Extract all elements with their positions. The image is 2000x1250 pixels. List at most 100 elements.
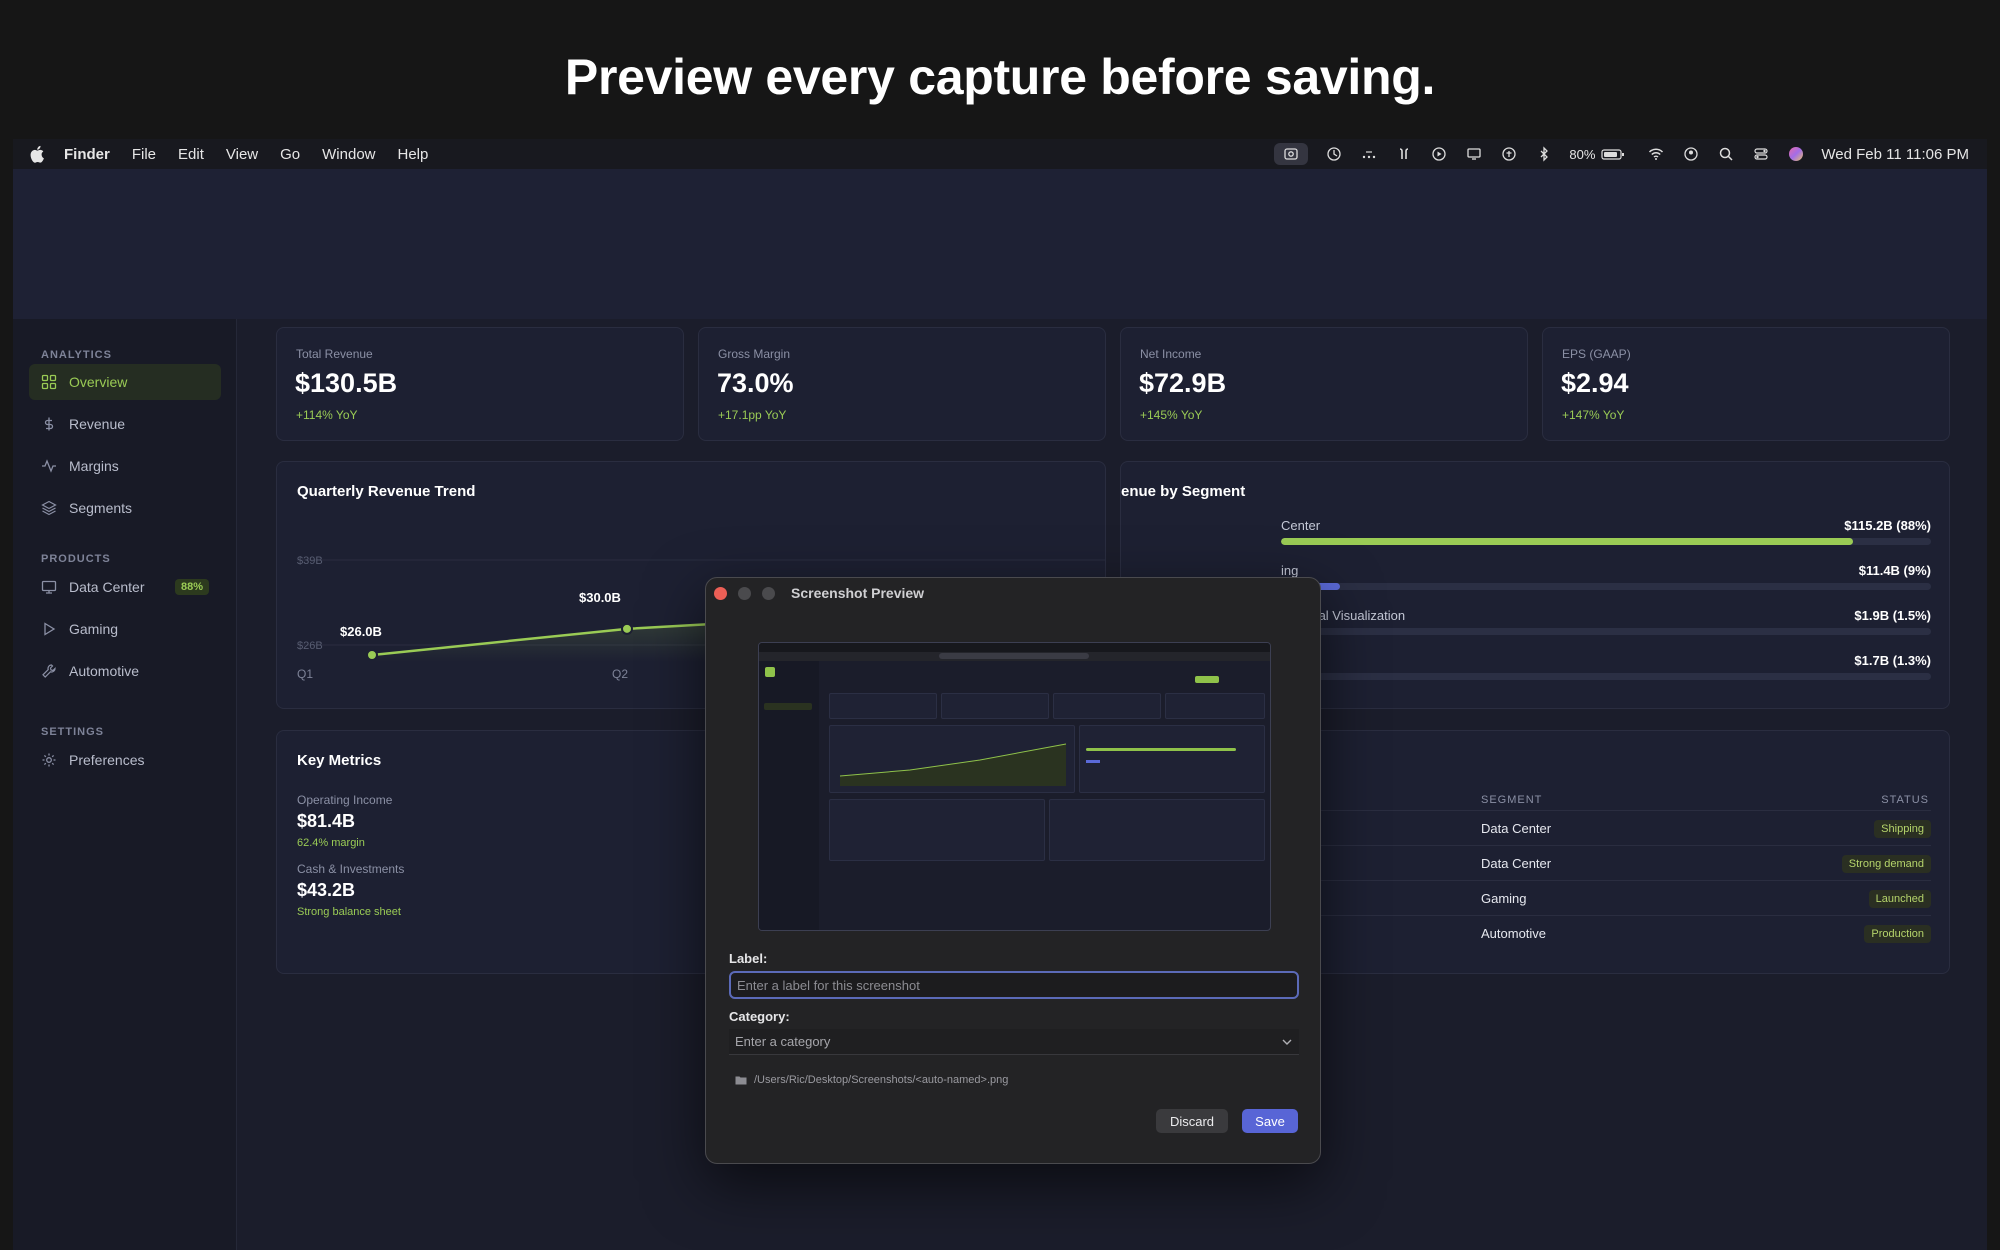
kpi-card-eps: EPS (GAAP) $2.94 +147% YoY (1542, 327, 1950, 441)
segment-name: Center (1281, 518, 1321, 533)
sidebar-item-gaming[interactable]: Gaming (29, 611, 221, 647)
spotlight-icon[interactable] (1717, 145, 1735, 163)
usage-badge: 88% (174, 579, 209, 595)
status-badge: Production (1864, 925, 1931, 943)
control-center-icon[interactable] (1752, 145, 1770, 163)
kpi-label: Net Income (1140, 347, 1202, 361)
layers-icon (41, 500, 57, 516)
sidebar-item-margins[interactable]: Margins (29, 448, 221, 484)
wifi-icon[interactable] (1647, 145, 1665, 163)
table-row[interactable]: Data Center Shipping (1281, 810, 1931, 845)
zoom-window-button[interactable] (762, 587, 775, 600)
menu-app-name[interactable]: Finder (64, 145, 110, 163)
play-icon[interactable] (1430, 145, 1448, 163)
wrench-icon (41, 663, 57, 679)
screenshot-thumbnail (758, 642, 1271, 931)
trend-point[interactable] (621, 622, 633, 635)
segment-row: ing $11.4B (9%) (1281, 563, 1931, 603)
screenshot-icon[interactable] (1274, 143, 1309, 165)
sidebar-item-preferences[interactable]: Preferences (29, 742, 221, 778)
table-cell-segment: Data Center (1481, 856, 1552, 871)
sidebar-item-revenue[interactable]: Revenue (29, 406, 221, 442)
status-badge: Strong demand (1841, 855, 1931, 873)
table-row[interactable]: Data Center Strong demand (1281, 845, 1931, 880)
table-cell-segment: Gaming (1481, 891, 1527, 906)
close-window-button[interactable] (714, 587, 727, 600)
gear-icon (41, 752, 57, 768)
desktop-screen: Finder File Edit View Go Window Help 80%… (13, 139, 1987, 1250)
kpi-card-total-revenue: Total Revenue $130.5B +114% YoY (276, 327, 684, 441)
category-placeholder: Enter a category (735, 1034, 831, 1049)
thumbnail-kpi (941, 693, 1049, 719)
battery-percent: 80% (1569, 146, 1596, 162)
sidebar-item-overview[interactable]: Overview (29, 364, 221, 400)
menu-window[interactable]: Window (322, 145, 376, 163)
user-icon[interactable] (1682, 145, 1700, 163)
folder-icon (735, 1076, 747, 1085)
metric-operating-income: Operating Income $81.4B 62.4% margin (297, 793, 392, 849)
activity-icon (41, 458, 57, 474)
menu-help[interactable]: Help (397, 145, 429, 163)
sidebar-item-label: Overview (69, 374, 128, 390)
minimize-window-button[interactable] (738, 587, 751, 600)
airpods-icon[interactable] (1395, 145, 1413, 163)
sidebar-item-data-center[interactable]: Data Center 88% (29, 569, 221, 605)
metric-value: $43.2B (297, 880, 356, 900)
bluetooth-icon[interactable] (1535, 145, 1553, 163)
status-badge: Launched (1868, 890, 1931, 908)
segment-value: $1.9B (1.5%) (1854, 608, 1931, 623)
apple-logo-icon[interactable] (30, 145, 46, 163)
save-button[interactable]: Save (1242, 1109, 1298, 1133)
screenshot-preview-dialog: Screenshot Preview Label: (705, 577, 1321, 1164)
column-header-status: STATUS (1881, 794, 1929, 806)
menu-view[interactable]: View (225, 145, 259, 163)
time-machine-icon[interactable] (1325, 145, 1343, 163)
x-tick-label: Q1 (297, 667, 313, 681)
thumbnail-urlbar (939, 653, 1089, 659)
grid-icon (41, 374, 57, 390)
save-path-text: /Users/Ric/Desktop/Screenshots/<auto-nam… (754, 1074, 1009, 1086)
label-input[interactable] (729, 971, 1299, 999)
metric-label: Operating Income (297, 793, 393, 807)
sidebar-section-products: PRODUCTS (41, 553, 111, 565)
menu-file[interactable]: File (131, 145, 157, 163)
metric-note: Strong balance sheet (297, 906, 401, 918)
kpi-card-gross-margin: Gross Margin 73.0% +17.1pp YoY (698, 327, 1106, 441)
kpi-value: $2.94 (1561, 368, 1629, 398)
discard-button[interactable]: Discard (1156, 1109, 1228, 1133)
menubar-clock[interactable]: Wed Feb 11 11:06 PM (1821, 145, 1969, 163)
segment-value: $115.2B (88%) (1844, 518, 1931, 533)
metric-label: Cash & Investments (297, 862, 405, 876)
metric-cash: Cash & Investments $43.2B Strong balance… (297, 862, 404, 918)
sidebar-item-segments[interactable]: Segments (29, 490, 221, 526)
battery-icon[interactable] (1601, 145, 1625, 163)
sidebar: ANALYTICS Overview Revenue Margins Segme… (13, 319, 237, 1250)
kpi-label: Gross Margin (718, 347, 791, 361)
card-title: Quarterly Revenue Trend (297, 483, 476, 500)
y-tick-label: $26B (297, 640, 323, 652)
trend-point[interactable] (366, 649, 378, 661)
sidebar-item-label: Revenue (69, 416, 126, 432)
siri-icon[interactable] (1787, 145, 1805, 163)
segment-track (1281, 628, 1931, 635)
play-icon (41, 621, 57, 637)
category-select[interactable]: Enter a category (729, 1029, 1299, 1055)
menu-go[interactable]: Go (280, 145, 301, 163)
table-row[interactable]: Automotive Production (1281, 915, 1931, 950)
accessibility-icon[interactable] (1500, 145, 1518, 163)
table-row[interactable]: Gaming Launched (1281, 880, 1931, 915)
dots-icon[interactable] (1360, 145, 1378, 163)
segment-track (1281, 673, 1931, 680)
label-field-title: Label: (729, 951, 768, 966)
sidebar-item-automotive[interactable]: Automotive (29, 653, 221, 689)
point-label: $26.0B (340, 624, 382, 639)
kpi-label: Total Revenue (296, 347, 373, 361)
display-icon[interactable] (1465, 145, 1483, 163)
sidebar-item-label: Data Center (69, 579, 145, 595)
thumbnail-menubar (759, 643, 1270, 652)
sidebar-item-label: Preferences (69, 752, 145, 768)
kpi-card-net-income: Net Income $72.9B +145% YoY (1120, 327, 1528, 441)
menu-edit[interactable]: Edit (178, 145, 204, 163)
y-tick-label: $39B (297, 555, 323, 567)
column-header-segment: SEGMENT (1481, 794, 1543, 806)
